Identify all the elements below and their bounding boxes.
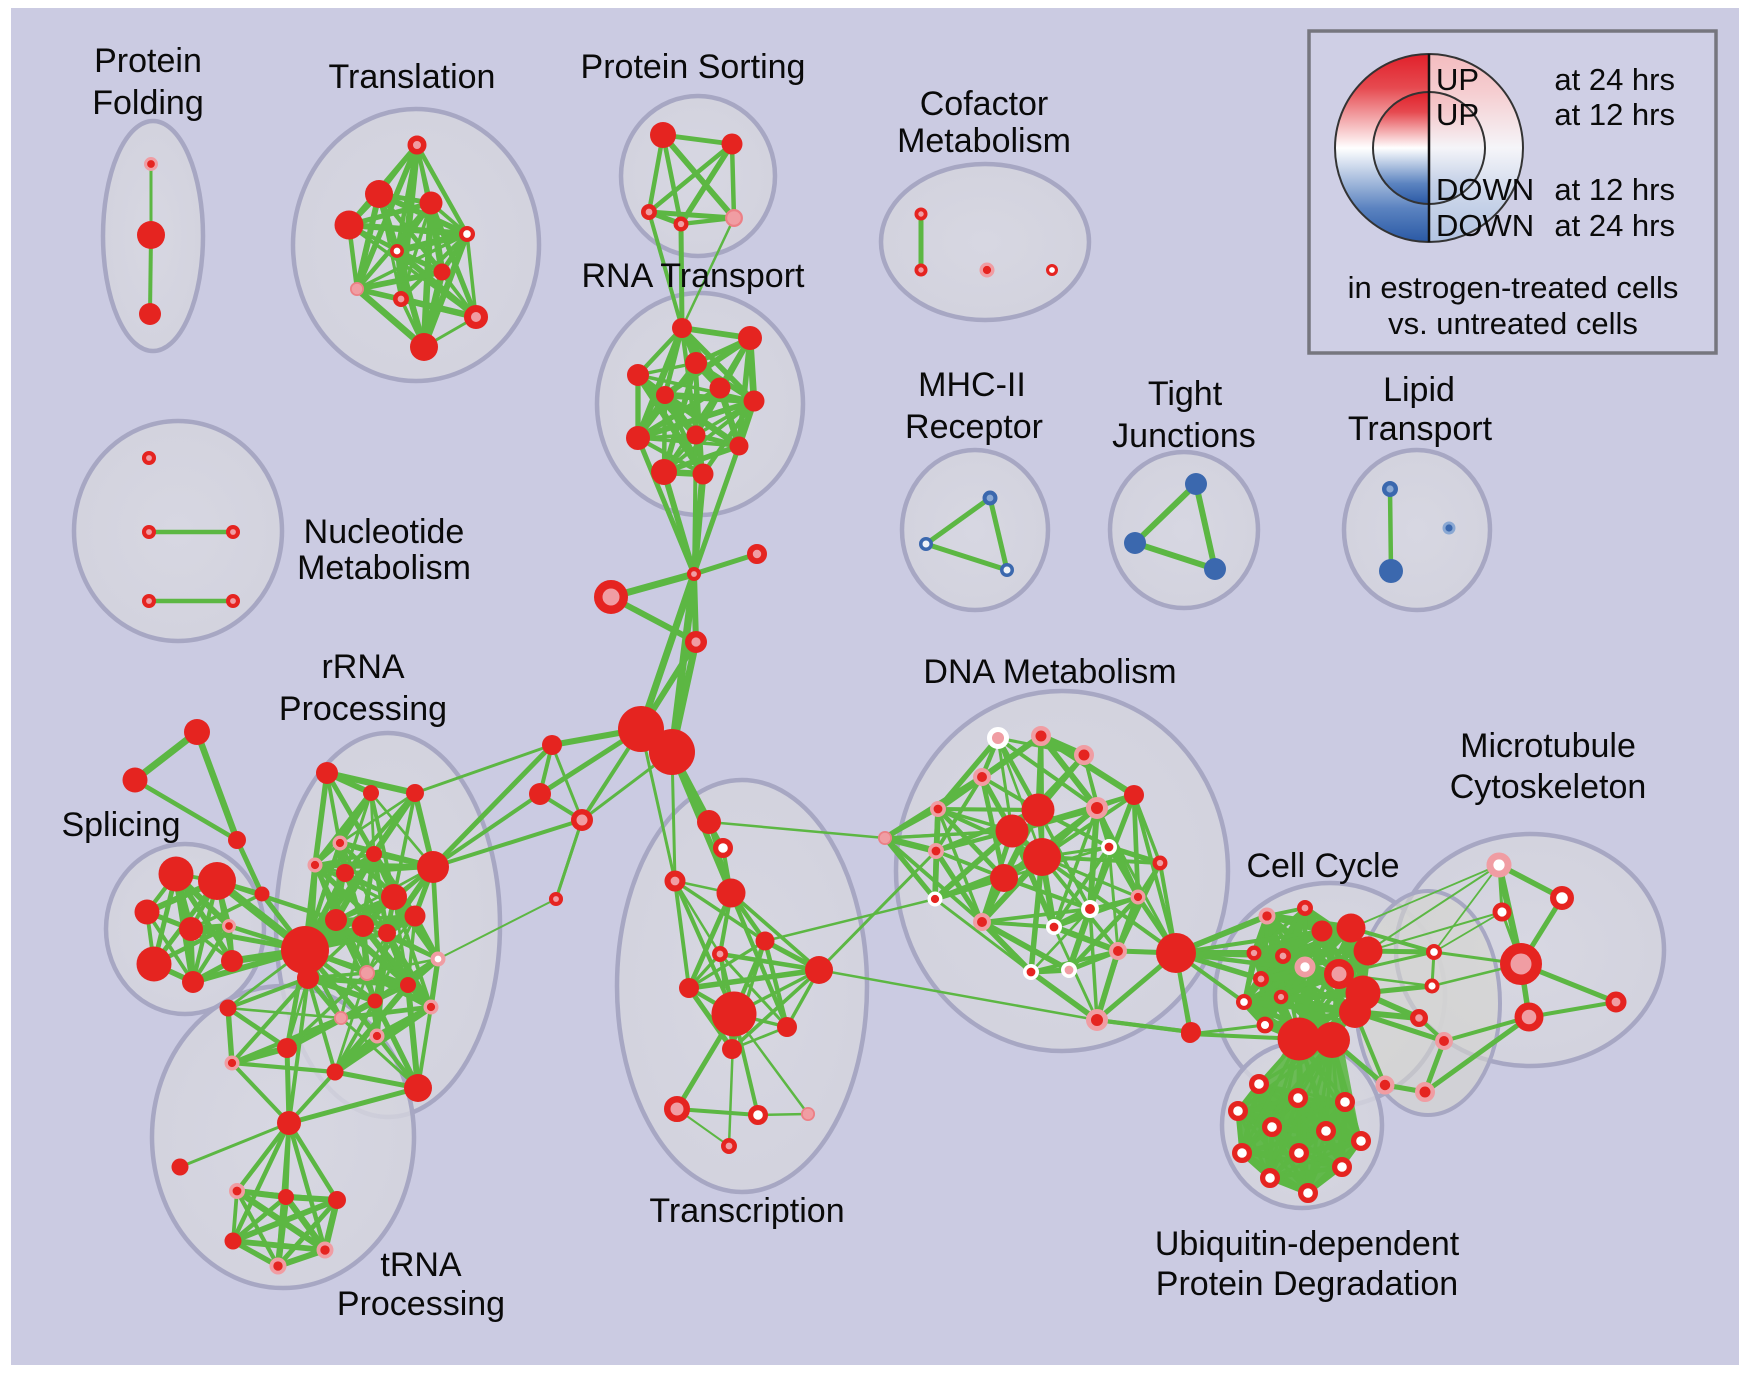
svg-text:DOWN: DOWN xyxy=(1436,208,1534,243)
svg-text:DNA Metabolism: DNA Metabolism xyxy=(923,653,1176,691)
svg-text:Cofactor: Cofactor xyxy=(920,85,1049,123)
svg-text:Protein Sorting: Protein Sorting xyxy=(581,48,806,86)
svg-text:Lipid: Lipid xyxy=(1383,371,1455,409)
svg-text:Protein: Protein xyxy=(94,42,202,80)
svg-text:RNA Transport: RNA Transport xyxy=(582,257,806,295)
svg-text:at 24 hrs: at 24 hrs xyxy=(1554,62,1675,97)
svg-text:DOWN: DOWN xyxy=(1436,172,1534,207)
svg-text:Ubiquitin-dependent: Ubiquitin-dependent xyxy=(1155,1225,1460,1263)
svg-text:UP: UP xyxy=(1436,62,1479,97)
svg-text:at 12 hrs: at 12 hrs xyxy=(1554,97,1675,132)
svg-text:MHC-II: MHC-II xyxy=(918,366,1026,404)
svg-text:Splicing: Splicing xyxy=(61,806,180,844)
svg-text:Protein Degradation: Protein Degradation xyxy=(1156,1265,1458,1303)
svg-text:Folding: Folding xyxy=(92,84,204,122)
svg-text:Receptor: Receptor xyxy=(905,408,1043,446)
svg-text:Metabolism: Metabolism xyxy=(897,122,1071,160)
svg-text:Transport: Transport xyxy=(1348,410,1493,448)
svg-text:at 12 hrs: at 12 hrs xyxy=(1554,172,1675,207)
svg-text:Processing: Processing xyxy=(279,690,447,728)
svg-text:in estrogen-treated cells: in estrogen-treated cells xyxy=(1348,270,1679,305)
svg-text:Metabolism: Metabolism xyxy=(297,549,471,587)
svg-text:Microtubule: Microtubule xyxy=(1460,727,1636,765)
svg-text:rRNA: rRNA xyxy=(321,648,404,686)
svg-text:Cell Cycle: Cell Cycle xyxy=(1246,847,1399,885)
svg-text:UP: UP xyxy=(1436,97,1479,132)
svg-text:Processing: Processing xyxy=(337,1285,505,1323)
svg-text:Transcription: Transcription xyxy=(649,1192,844,1230)
svg-text:Cytoskeleton: Cytoskeleton xyxy=(1450,768,1647,806)
svg-text:Junctions: Junctions xyxy=(1112,417,1256,455)
svg-text:Nucleotide: Nucleotide xyxy=(304,513,465,551)
svg-text:tRNA: tRNA xyxy=(380,1246,462,1284)
svg-text:Tight: Tight xyxy=(1148,375,1223,413)
svg-text:at 24 hrs: at 24 hrs xyxy=(1554,208,1675,243)
svg-text:Translation: Translation xyxy=(329,58,496,96)
svg-text:vs. untreated cells: vs. untreated cells xyxy=(1388,306,1638,341)
